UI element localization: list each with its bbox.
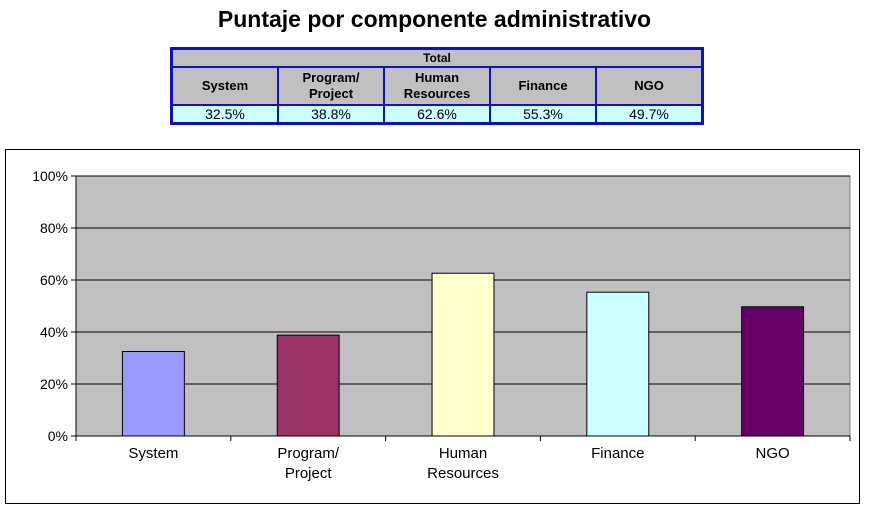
x-tick-label: Program/ [277,445,340,462]
column-label-line2: Resources [403,86,471,101]
chart-frame: 0% 20% 40% 60% 80% 100% System Program/Project H… [5,149,860,504]
table-cell-system: 32.5% [170,104,279,125]
x-tick-label: NGO [756,445,790,462]
bar [741,306,805,437]
summary-table: Total System Program/Project Human Resour… [170,47,704,125]
x-tick-label: Project [285,465,333,482]
column-label: Finance [518,78,568,93]
column-label-line2: Project [308,86,354,101]
bar [276,334,340,437]
y-tick-label: 0% [48,428,68,444]
column-label: System [201,78,249,93]
table-column-human-resources: Human Resources [383,66,491,106]
table-cell-program-project: 38.8% [277,104,385,125]
table-cell-ngo: 49.7% [595,104,704,125]
column-label-line1: Human [414,70,460,85]
chart-title: Puntaje por componente administrativo [217,6,652,32]
table-column-system: System [170,66,279,106]
table-cell-finance: 55.3% [489,104,597,125]
table-column-finance: Finance [489,66,597,106]
column-label-line1: Program/ [302,70,360,85]
y-tick-label: 40% [40,324,68,340]
table-header-total: Total [170,47,704,68]
table-cell-human-resources: 62.6% [383,104,491,125]
column-label: NGO [634,78,664,93]
y-tick-label: 20% [40,376,68,392]
bar [431,272,495,437]
y-tick-label: 100% [32,168,68,184]
bar [586,291,650,437]
table-row: 32.5% 38.8% 62.6% 55.3% 49.7% [170,104,704,125]
bar [121,351,185,437]
x-tick-label: Human [439,445,487,462]
y-tick-label: 60% [40,272,68,288]
table-header-row: System Program/Project Human Resources Fi… [170,66,704,106]
x-tick-label: Finance [591,445,644,462]
bar-chart: 0% 20% 40% 60% 80% 100% System Program/Project H… [32,168,851,482]
y-tick-label: 80% [40,220,68,236]
x-tick-label: Resources [427,465,499,482]
table-column-program-project: Program/Project [277,66,385,106]
table-column-ngo: NGO [595,66,704,106]
x-tick-label: System [128,445,178,462]
